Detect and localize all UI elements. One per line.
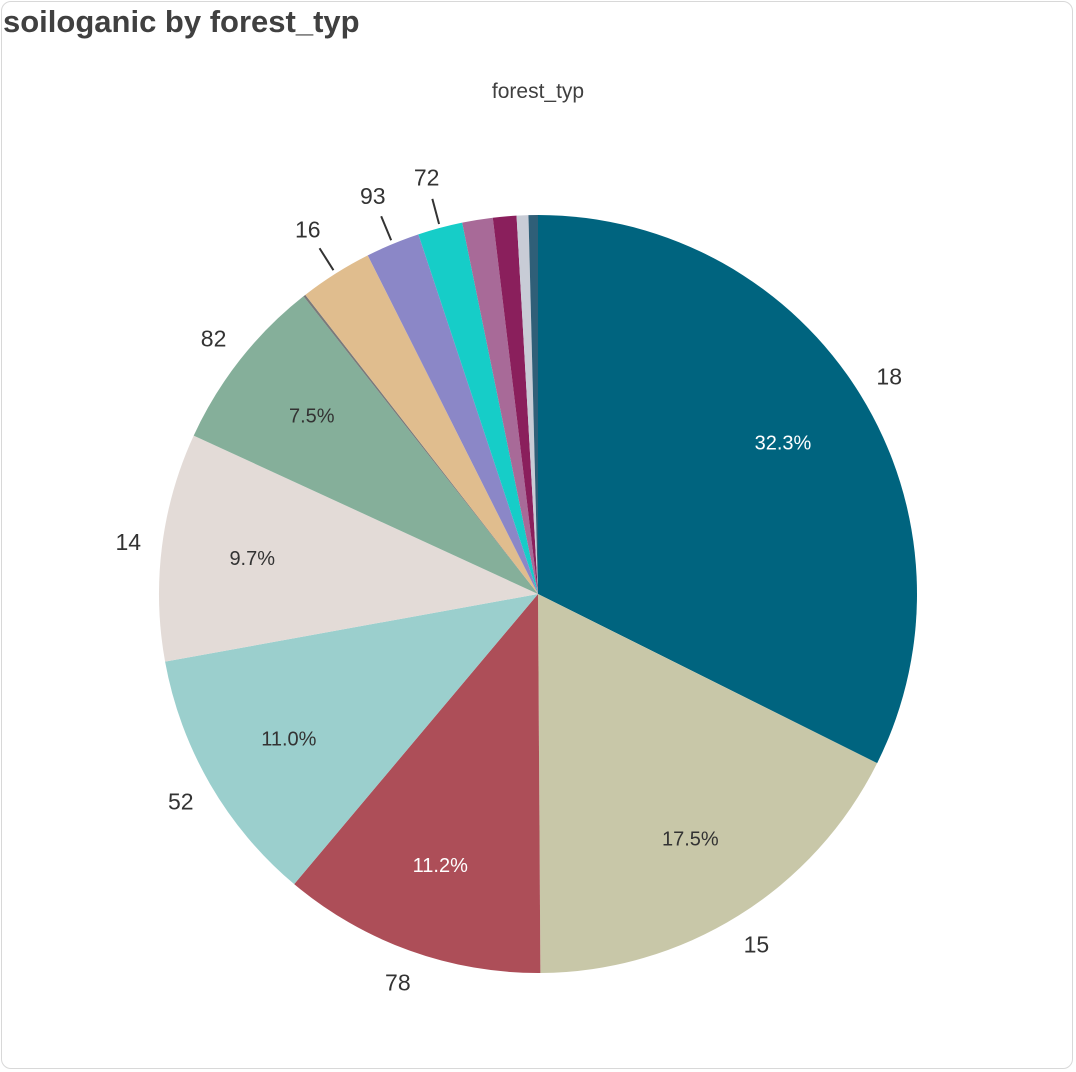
legend-title: forest_typ <box>491 80 585 103</box>
leader-line <box>318 247 335 271</box>
slice-category-label: 72 <box>414 165 440 191</box>
leader-line <box>380 215 393 241</box>
pie-labels: 32.3% 18 17.5% 15 11.2% 78 11.0% 52 9.7% 14 7.5% 82… <box>115 165 902 996</box>
pie-slices <box>159 215 918 973</box>
pie-slice-16[interactable] <box>305 255 538 595</box>
pie-slice[interactable] <box>528 215 538 594</box>
slice-category-label: 78 <box>385 969 411 995</box>
slice-category-label: 52 <box>168 788 194 814</box>
pie-slice[interactable] <box>462 217 538 594</box>
slice-percent-label: 9.7% <box>229 548 275 570</box>
slice-category-label: 15 <box>744 932 770 958</box>
slice-percent-label: 7.5% <box>289 406 335 428</box>
slice-category-label: 93 <box>360 183 386 209</box>
pie-slice-93[interactable] <box>367 234 538 594</box>
pie-slice-52[interactable] <box>165 594 538 885</box>
pie-slice-72[interactable] <box>418 222 538 594</box>
leader-line <box>431 198 441 225</box>
slice-category-label: 18 <box>876 364 902 390</box>
chart-title: soiloganic by forest_typ <box>3 4 360 39</box>
pie-slice-18[interactable] <box>538 215 918 764</box>
pie-slice-14[interactable] <box>159 435 538 662</box>
slice-percent-label: 32.3% <box>755 432 812 454</box>
slice-percent-label: 17.5% <box>662 828 719 850</box>
pie-slice-82[interactable] <box>193 296 538 594</box>
pie-slice[interactable] <box>492 215 538 594</box>
slice-percent-label: 11.2% <box>413 855 468 877</box>
pie-slice[interactable] <box>516 215 538 594</box>
pie-slice-15[interactable] <box>538 594 878 973</box>
pie-slice[interactable] <box>303 294 538 594</box>
leader-lines <box>318 198 441 271</box>
slice-category-label: 14 <box>115 529 141 555</box>
slice-category-label: 82 <box>201 325 227 351</box>
pie-slice-78[interactable] <box>294 594 541 973</box>
slice-percent-label: 11.0% <box>261 729 316 751</box>
slice-category-label: 16 <box>295 217 321 243</box>
